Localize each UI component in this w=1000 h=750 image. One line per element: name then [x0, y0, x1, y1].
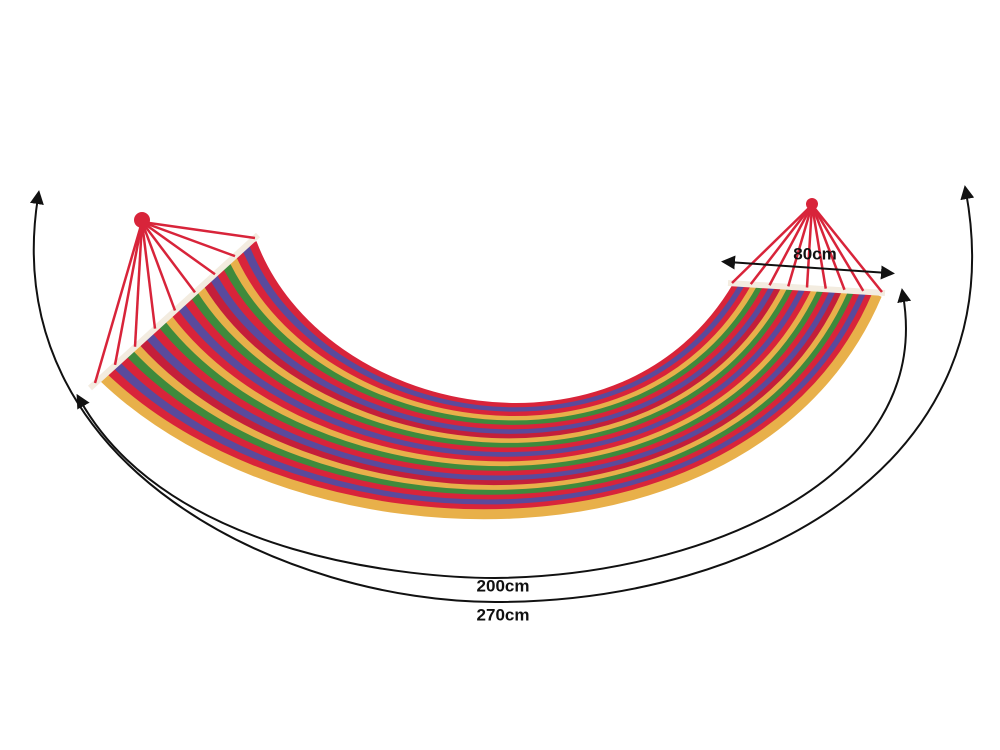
- rope-knot: [134, 212, 150, 228]
- width-arrow: [721, 255, 895, 280]
- length-arc: [76, 288, 912, 580]
- width-label: 80cm: [793, 244, 836, 263]
- rope-knot: [806, 198, 818, 210]
- rope: [141, 220, 216, 276]
- total-length-label: 270cm: [477, 605, 530, 624]
- length-label: 200cm: [477, 576, 530, 595]
- total-length-arc: [30, 185, 975, 604]
- rope: [141, 221, 196, 294]
- rope: [141, 220, 256, 240]
- rope: [141, 220, 236, 258]
